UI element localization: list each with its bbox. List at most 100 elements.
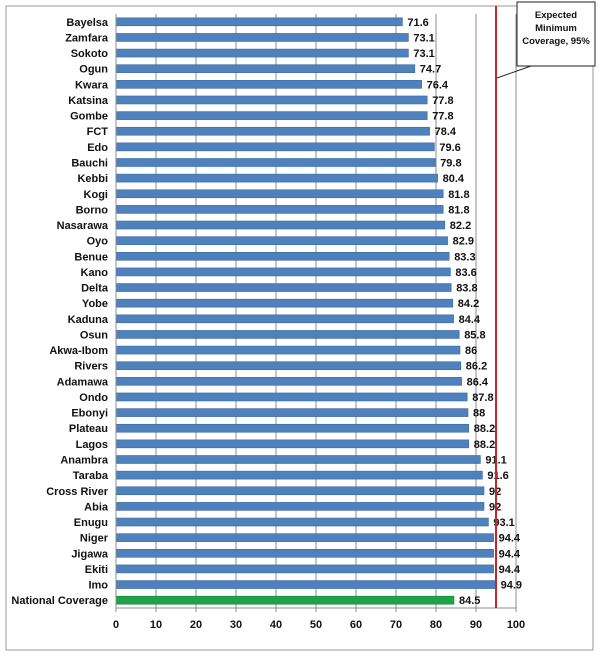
data-label: 80.4 xyxy=(443,173,465,185)
x-tick-label: 0 xyxy=(113,619,119,631)
bar xyxy=(115,439,470,449)
bar xyxy=(115,502,485,511)
category-label: Zamfara xyxy=(65,32,109,44)
data-label: 84.5 xyxy=(459,595,480,607)
bar xyxy=(115,517,489,527)
bar xyxy=(115,236,448,245)
category-label: Ondo xyxy=(79,392,108,404)
category-label: Kaduna xyxy=(68,314,109,326)
x-tick-label: 10 xyxy=(150,619,162,631)
data-label: 84.2 xyxy=(458,298,479,310)
data-label: 94.4 xyxy=(499,533,521,545)
x-tick-label: 90 xyxy=(470,619,482,631)
data-label: 83.6 xyxy=(455,267,476,279)
category-label: Gombe xyxy=(70,111,108,123)
callout-text: Expected xyxy=(535,10,577,21)
category-label: FCT xyxy=(87,126,109,138)
category-label: Imo xyxy=(88,580,108,592)
category-label: National Coverage xyxy=(11,595,108,607)
data-label: 84.4 xyxy=(459,314,481,326)
bar xyxy=(115,486,485,496)
bar xyxy=(115,470,483,480)
x-tick-label: 60 xyxy=(350,619,362,631)
x-tick-label: 40 xyxy=(270,619,282,631)
data-label: 88.2 xyxy=(474,439,495,451)
data-label: 86 xyxy=(465,345,477,357)
bar xyxy=(115,173,438,183)
category-label: Abia xyxy=(84,501,109,513)
category-label: Anambra xyxy=(60,455,109,467)
category-label: Ekiti xyxy=(85,564,108,576)
category-label: Plateau xyxy=(69,423,108,435)
bar xyxy=(115,33,409,42)
x-tick-label: 50 xyxy=(310,619,322,631)
bar xyxy=(115,48,409,58)
bar xyxy=(115,267,451,277)
category-label: Kogi xyxy=(84,189,108,201)
data-label: 74.7 xyxy=(420,64,441,76)
bar xyxy=(115,314,454,324)
bar xyxy=(115,298,454,308)
data-label: 82.9 xyxy=(453,236,474,248)
bar xyxy=(115,361,462,371)
data-label: 88 xyxy=(473,408,485,420)
category-label: Kano xyxy=(81,267,109,279)
data-label: 87.8 xyxy=(472,392,493,404)
data-label: 81.8 xyxy=(448,204,469,216)
bar xyxy=(115,580,496,589)
category-label: Ogun xyxy=(79,64,108,76)
bar xyxy=(115,377,462,386)
bar xyxy=(115,17,403,27)
x-tick-label: 20 xyxy=(190,619,202,631)
bar xyxy=(115,533,494,542)
callout-text: Minimum xyxy=(535,23,577,34)
axes xyxy=(115,14,517,612)
bar xyxy=(115,126,430,136)
category-label: Kwara xyxy=(75,79,109,91)
category-label: Katsina xyxy=(68,95,109,107)
bar xyxy=(115,548,494,558)
data-label: 88.2 xyxy=(474,423,495,435)
callout-text: Coverage, 95% xyxy=(522,36,590,47)
callout-pointer xyxy=(496,65,532,79)
bar xyxy=(115,330,460,339)
data-label: 82.2 xyxy=(450,220,471,232)
data-label: 71.6 xyxy=(407,17,428,29)
callout-box xyxy=(516,1,596,67)
bars xyxy=(115,17,496,605)
data-label: 73.1 xyxy=(413,48,434,60)
bar xyxy=(115,423,470,433)
data-labels: 71.6 73.1 73.1 74.7 76.4 77.8 77.8 78.4 79.6 79.8… xyxy=(407,17,522,607)
bar xyxy=(115,392,468,402)
bar xyxy=(115,408,469,417)
category-label: Taraba xyxy=(73,470,109,482)
category-label: Cross River xyxy=(46,486,108,498)
x-tick-label: 80 xyxy=(430,619,442,631)
bar xyxy=(115,283,452,292)
category-label: Benue xyxy=(74,251,108,263)
data-label: 77.8 xyxy=(432,95,453,107)
data-label: 83.3 xyxy=(454,251,475,263)
data-label: 94.4 xyxy=(499,564,521,576)
category-label: Yobe xyxy=(82,298,108,310)
data-label: 85.8 xyxy=(464,329,485,341)
data-label: 91.6 xyxy=(487,470,508,482)
bar-national-coverage xyxy=(115,595,455,605)
bar xyxy=(115,80,422,89)
bar xyxy=(115,189,444,199)
callout-group: Expected Minimum Coverage, 95% xyxy=(496,1,596,79)
bar xyxy=(115,564,494,574)
bar xyxy=(115,251,450,261)
x-tick-labels: 0 10 20 30 40 50 60 70 80 90 100 xyxy=(113,619,525,631)
category-label: Adamawa xyxy=(57,376,109,388)
bar xyxy=(115,111,428,120)
data-label: 79.6 xyxy=(439,142,460,154)
category-label: Borno xyxy=(76,204,109,216)
category-label: Enugu xyxy=(74,517,108,529)
category-label: Rivers xyxy=(74,361,108,373)
category-label: Kebbi xyxy=(77,173,108,185)
data-label: 86.4 xyxy=(467,376,489,388)
category-label: Akwa-Ibom xyxy=(49,345,108,357)
category-label: Sokoto xyxy=(71,48,109,60)
